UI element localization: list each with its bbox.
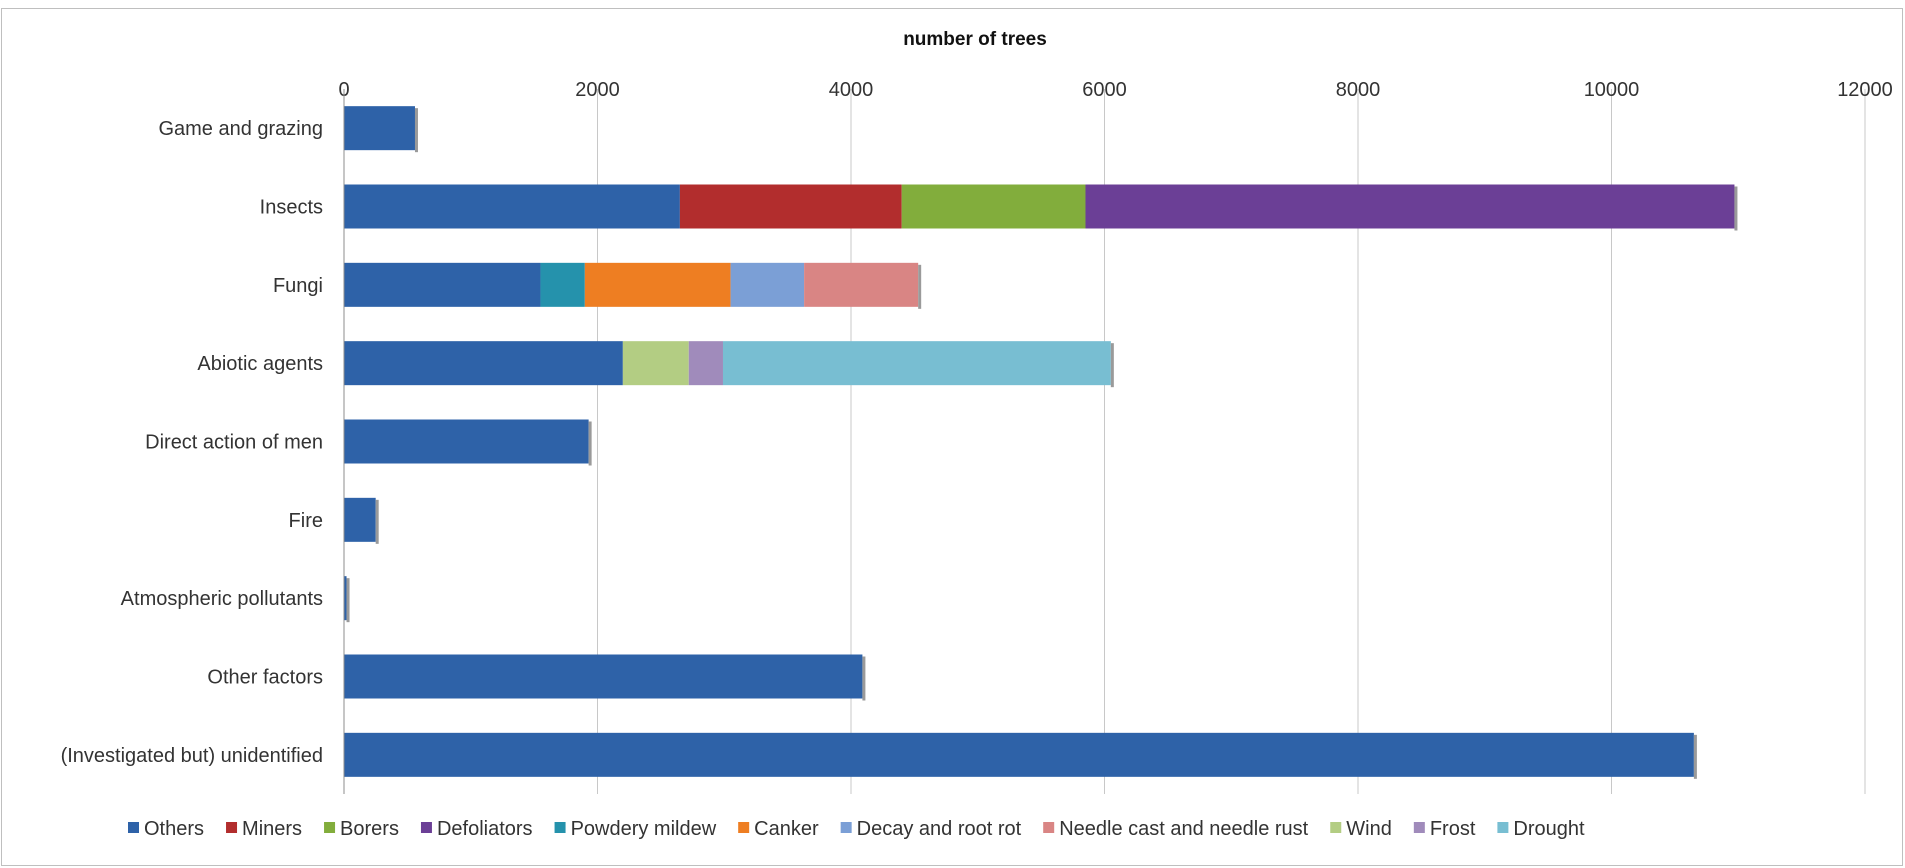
bars: [344, 106, 1738, 779]
x-tick-label: 6000: [1082, 79, 1127, 101]
category-label: Other factors: [207, 667, 323, 689]
legend-label: Borers: [340, 818, 399, 840]
category-label: Fire: [289, 510, 323, 532]
category-label: (Investigated but) unidentified: [61, 745, 323, 767]
bar-segment: [730, 262, 805, 307]
legend-swatch: [226, 822, 238, 833]
legend: Others Miners Borers Defoliators Powdery mil…: [128, 818, 1585, 840]
bar-segment: [540, 262, 585, 307]
legend-label: Frost: [1430, 818, 1476, 840]
bar-segment: [344, 654, 863, 699]
x-tick-label: 10000: [1584, 79, 1640, 101]
bar-shadow: [1734, 186, 1738, 231]
legend-swatch: [1330, 822, 1342, 833]
legend-label: Decay and root rot: [857, 818, 1022, 840]
category-label: Abiotic agents: [197, 353, 323, 375]
legend-label: Canker: [754, 818, 819, 840]
bar-shadow: [588, 421, 592, 466]
legend-swatch: [324, 822, 336, 833]
bar-segment: [344, 732, 1694, 777]
bar-shadow: [346, 578, 350, 623]
bar-shadow: [1110, 343, 1114, 388]
stacked-bar-chart: number of trees 0 2000 4000 6000 8000 10000 12…: [61, 29, 1893, 840]
bar-shadow: [414, 108, 418, 153]
legend-label: Others: [144, 818, 204, 840]
bar-segment: [1085, 184, 1735, 229]
legend-swatch: [420, 822, 432, 833]
legend-swatch: [840, 822, 852, 833]
bar-segment: [344, 106, 415, 151]
bar-segment: [679, 184, 902, 229]
legend-label: Powdery mildew: [571, 818, 717, 840]
x-tick-labels: 0 2000 4000 6000 8000 10000 12000: [338, 79, 1892, 101]
legend-swatch: [738, 822, 750, 833]
legend-swatch: [1497, 822, 1509, 833]
legend-swatch: [554, 822, 566, 833]
bar-segment: [584, 262, 731, 307]
bar-shadow: [375, 499, 379, 544]
legend-swatch: [1413, 822, 1425, 833]
legend-label: Wind: [1346, 818, 1392, 840]
bar-segment: [901, 184, 1086, 229]
category-label: Fungi: [273, 275, 323, 297]
bar-segment: [622, 341, 689, 386]
category-label: Game and grazing: [158, 118, 323, 140]
legend-label: Needle cast and needle rust: [1059, 818, 1308, 840]
legend-swatch: [1043, 822, 1055, 833]
legend-label: Miners: [242, 818, 302, 840]
chart-frame: number of trees 0 2000 4000 6000 8000 10000 12…: [1, 8, 1903, 866]
x-tick-label: 12000: [1837, 79, 1893, 101]
category-label: Direct action of men: [145, 432, 323, 454]
bar-segment: [722, 341, 1111, 386]
category-label: Atmospheric pollutants: [121, 588, 323, 610]
bar-segment: [344, 576, 347, 621]
x-tick-label: 8000: [1336, 79, 1381, 101]
bar-segment: [688, 341, 723, 386]
bar-shadow: [862, 656, 866, 701]
category-label: Insects: [260, 197, 323, 219]
bar-shadow: [1693, 734, 1697, 779]
bar-segment: [344, 262, 541, 307]
bar-shadow: [918, 264, 922, 309]
bar-segment: [344, 184, 680, 229]
bar-segment: [804, 262, 919, 307]
x-tick-label: 4000: [829, 79, 874, 101]
bar-segment: [344, 419, 589, 464]
x-axis-title: number of trees: [903, 29, 1047, 50]
legend-label: Defoliators: [437, 818, 533, 840]
legend-label: Drought: [1513, 818, 1585, 840]
bar-segment: [344, 497, 376, 542]
legend-swatch: [128, 822, 139, 833]
bar-segment: [344, 341, 623, 386]
category-labels: Game and grazing Insects Fungi Abiotic agen…: [61, 118, 323, 767]
x-tick-label: 2000: [575, 79, 620, 101]
